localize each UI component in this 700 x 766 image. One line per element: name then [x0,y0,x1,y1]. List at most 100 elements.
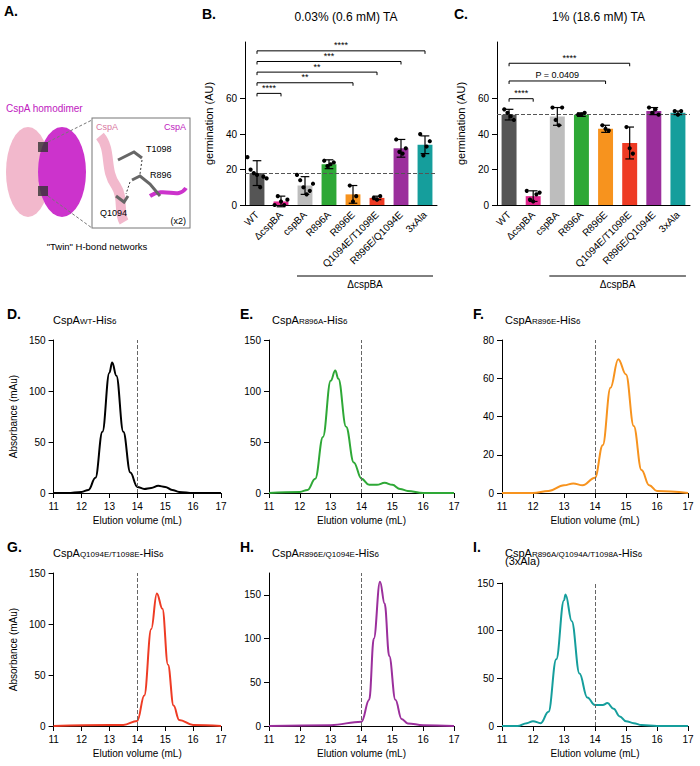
svg-text:60: 60 [478,93,490,104]
svg-text:R896E/Q1094E: R896E/Q1094E [348,209,405,266]
svg-text:-His: -His [323,314,343,326]
svg-text:50: 50 [34,670,46,681]
svg-text:R896A: R896A [556,209,586,239]
svg-text:11: 11 [497,734,508,745]
svg-text:17: 17 [448,501,460,512]
svg-text:40: 40 [483,411,495,422]
svg-text:CspA: CspA [53,547,81,559]
svg-text:****: **** [262,83,277,93]
svg-text:Elution volume (mL): Elution volume (mL) [93,748,182,759]
svg-text:50: 50 [250,437,262,448]
svg-text:50: 50 [34,437,46,448]
svg-text:Elution volume (mL): Elution volume (mL) [93,515,182,526]
svg-text:16: 16 [651,501,663,512]
svg-text:15: 15 [160,501,172,512]
svg-text:WT: WT [242,209,261,228]
svg-text:CspA: CspA [96,122,118,132]
svg-text:150: 150 [29,335,46,346]
svg-text:C.: C. [454,6,468,22]
svg-text:150: 150 [244,335,261,346]
svg-text:12: 12 [76,734,88,745]
svg-text:150: 150 [477,578,494,589]
svg-text:1% (18.6 mM) TA: 1% (18.6 mM) TA [552,10,645,24]
svg-text:6: 6 [638,550,643,559]
svg-text:14: 14 [132,734,144,745]
svg-text:15: 15 [160,734,172,745]
svg-text:0: 0 [40,721,46,732]
svg-text:-His: -His [92,314,112,326]
svg-text:****: **** [514,88,529,98]
svg-text:11: 11 [264,501,275,512]
svg-text:11: 11 [264,734,275,745]
svg-text:100: 100 [244,633,261,644]
svg-text:16: 16 [418,501,430,512]
svg-text:CspA: CspA [272,314,300,326]
svg-text:CspA: CspA [505,314,533,326]
svg-text:Elution volume (mL): Elution volume (mL) [551,748,640,759]
svg-text:60: 60 [226,93,238,104]
svg-text:R896E/Q1094E: R896E/Q1094E [299,550,355,559]
svg-text:Absorbance (mAu): Absorbance (mAu) [8,608,19,691]
svg-text:(x2): (x2) [171,216,187,226]
svg-text:14: 14 [356,734,368,745]
svg-text:H.: H. [240,539,254,555]
svg-text:16: 16 [651,734,663,745]
svg-text:20: 20 [478,164,490,175]
svg-text:***: *** [324,51,335,61]
svg-text:0.03% (0.6 mM) TA: 0.03% (0.6 mM) TA [295,10,398,24]
svg-text:11: 11 [48,501,59,512]
svg-text:**: ** [313,62,321,72]
svg-text:80: 80 [483,335,495,346]
svg-text:0: 0 [488,488,494,499]
svg-text:WT: WT [80,317,93,326]
svg-text:Elution volume (mL): Elution volume (mL) [317,515,406,526]
svg-text:0: 0 [255,721,261,732]
svg-text:CspA: CspA [164,122,186,132]
svg-text:17: 17 [682,501,694,512]
svg-text:T1098: T1098 [146,144,172,154]
svg-text:50: 50 [483,673,495,684]
svg-text:ΔcspBA: ΔcspBA [252,209,285,242]
svg-text:-His: -His [556,314,576,326]
svg-text:40: 40 [478,129,490,140]
svg-text:R896A/Q1094A/T1098A: R896A/Q1094A/T1098A [532,550,619,559]
svg-text:-His: -His [355,547,375,559]
svg-text:12: 12 [527,734,539,745]
svg-text:(3xAla): (3xAla) [505,555,540,567]
svg-text:12: 12 [294,501,306,512]
svg-text:13: 13 [104,501,116,512]
svg-text:R896A: R896A [304,209,334,239]
svg-text:16: 16 [188,734,200,745]
svg-text:Elution volume (mL): Elution volume (mL) [317,748,406,759]
svg-text:15: 15 [387,734,399,745]
svg-text:0: 0 [488,721,494,732]
svg-text:15: 15 [620,501,632,512]
svg-text:0: 0 [231,200,237,211]
svg-text:D.: D. [7,306,21,322]
svg-text:**: ** [301,72,309,82]
svg-text:0: 0 [483,200,489,211]
svg-text:14: 14 [589,734,601,745]
svg-text:14: 14 [589,501,601,512]
svg-text:15: 15 [387,501,399,512]
svg-text:13: 13 [558,501,570,512]
svg-text:20: 20 [483,449,495,460]
svg-text:150: 150 [244,589,261,600]
svg-text:R896E/Q1094E: R896E/Q1094E [600,209,657,266]
svg-text:20: 20 [226,164,238,175]
svg-text:50: 50 [250,677,262,688]
svg-text:B.: B. [202,6,216,22]
svg-text:16: 16 [418,734,430,745]
svg-text:14: 14 [356,501,368,512]
svg-text:P = 0.0409: P = 0.0409 [536,70,580,80]
svg-text:13: 13 [104,734,116,745]
svg-text:6: 6 [374,550,379,559]
svg-text:3xAla: 3xAla [403,209,429,235]
svg-text:12: 12 [527,501,539,512]
svg-text:R896: R896 [150,170,172,180]
svg-text:17: 17 [682,734,694,745]
svg-text:17: 17 [215,501,227,512]
svg-text:16: 16 [188,501,200,512]
svg-text:6: 6 [576,317,581,326]
svg-text:150: 150 [29,568,46,579]
